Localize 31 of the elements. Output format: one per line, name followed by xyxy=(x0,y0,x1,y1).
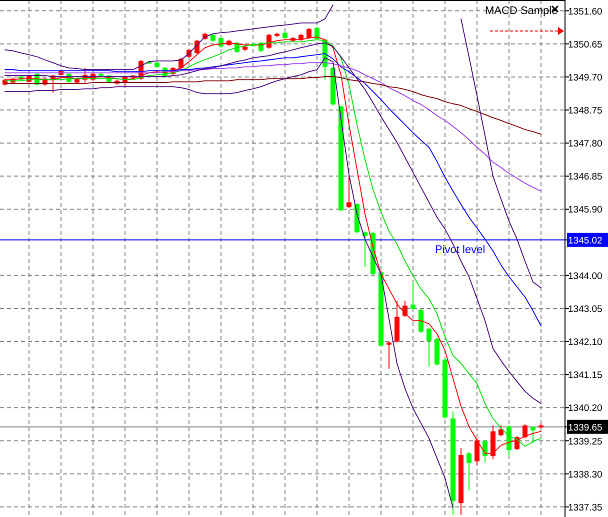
y-tick-label: 1338.30 xyxy=(568,469,602,480)
candlestick xyxy=(522,424,528,439)
candlestick xyxy=(410,282,416,310)
y-tick-label: 1350.65 xyxy=(568,39,602,50)
y-tick-label: 1351.60 xyxy=(568,6,602,18)
candlestick xyxy=(530,426,536,444)
y-tick-label: 1349.70 xyxy=(568,72,602,84)
y-tick-label: 1345.02 xyxy=(568,235,602,246)
y-tick-label: 1337.35 xyxy=(568,502,602,514)
candlestick xyxy=(386,341,392,370)
y-tick-label: 1348.75 xyxy=(568,106,602,117)
y-tick-label: 1339.25 xyxy=(568,436,602,448)
y-tick-label: 1345.90 xyxy=(568,204,602,216)
candlestick xyxy=(466,452,472,491)
y-tick-label: 1342.10 xyxy=(568,337,602,348)
candlestick xyxy=(402,300,408,318)
line-series xyxy=(4,62,542,192)
y-tick-label: 1343.05 xyxy=(568,304,602,315)
line-series xyxy=(4,76,542,135)
candlestick xyxy=(426,327,432,368)
candlestick xyxy=(418,308,424,334)
y-tick-label: 1340.20 xyxy=(568,403,602,414)
candlestick xyxy=(314,26,320,40)
y-tick-label: 1347.80 xyxy=(568,138,602,150)
y-tick-label: 1346.85 xyxy=(568,172,602,183)
candlestick xyxy=(346,176,352,209)
y-tick-label: 1339.65 xyxy=(568,422,602,434)
y-tick-label: 1344.00 xyxy=(568,270,602,282)
candlestick xyxy=(506,424,512,457)
y-tick-label: 1341.15 xyxy=(568,370,602,382)
candlestick xyxy=(482,440,488,463)
